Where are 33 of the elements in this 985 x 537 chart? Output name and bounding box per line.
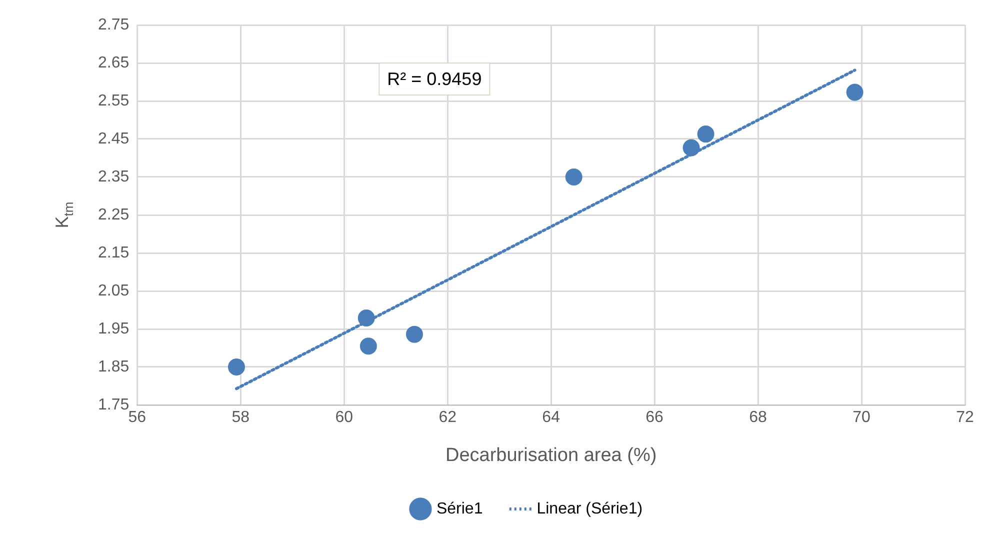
y-tick-label: 2.35 — [98, 168, 130, 186]
legend-label: Linear (Série1) — [536, 500, 643, 518]
legend-label: Série1 — [436, 500, 483, 518]
point — [697, 126, 714, 143]
point — [682, 139, 700, 156]
x-tick-label: 56 — [128, 409, 146, 426]
x-tick-label: 60 — [335, 409, 354, 426]
point — [565, 168, 582, 186]
y-tick-label: 1.75 — [98, 396, 130, 414]
y-tick-label: 2.15 — [98, 244, 130, 262]
y-tick-label: 2.05 — [98, 282, 130, 300]
x-tick-label: 72 — [956, 409, 974, 426]
point — [406, 326, 423, 343]
y-tick-label: 2.55 — [98, 92, 130, 110]
x-tick-label: 64 — [542, 409, 560, 426]
y-tick-label: 2.65 — [98, 54, 130, 72]
x-tick-label: 62 — [438, 409, 457, 426]
x-tick-label: 66 — [646, 409, 664, 426]
y-tick-label: 2.45 — [98, 130, 130, 148]
y-tick-label: 1.95 — [98, 320, 130, 338]
x-tick-label: 70 — [852, 409, 871, 426]
point — [228, 358, 245, 376]
y-tick-label: 2.25 — [98, 206, 130, 224]
point — [360, 338, 377, 355]
y-axis-title: Ktm — [52, 202, 76, 228]
x-tick-label: 68 — [749, 409, 768, 426]
y-tick-label: 1.85 — [98, 358, 130, 376]
x-axis-title: Decarburisation area (%) — [445, 444, 657, 466]
point — [846, 84, 864, 101]
point — [358, 309, 375, 326]
annotation: R² = 0.9459 — [387, 68, 482, 89]
y-tick-label: 2.75 — [98, 16, 130, 34]
x-tick-label: 58 — [232, 409, 250, 426]
